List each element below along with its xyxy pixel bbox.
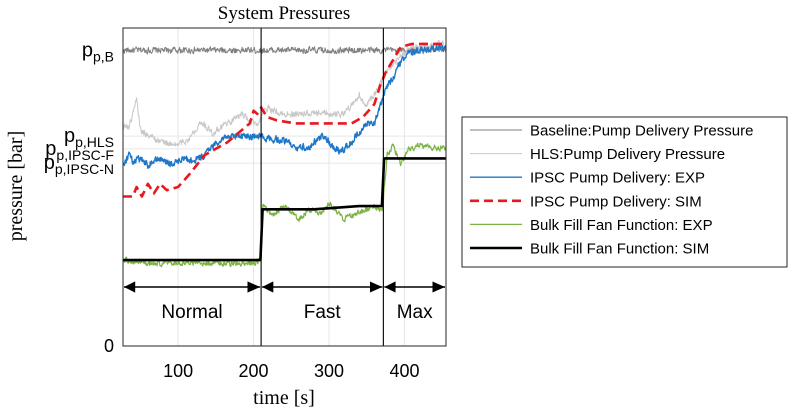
chart-title: System Pressures — [218, 3, 350, 24]
phase-label-max: Max — [397, 302, 433, 323]
y-tick-label-phls: pp,HLS — [64, 125, 114, 150]
y-tick-label-0: 0 — [104, 336, 114, 356]
series-line-0 — [123, 45, 446, 55]
x-tick-label-200: 200 — [239, 361, 269, 381]
legend: Baseline:Pump Delivery Pressure HLS:Pump … — [461, 116, 788, 268]
x-tick-labels: 100 200 300 400 — [163, 361, 419, 381]
legend-label-1: HLS:Pump Delivery Pressure — [530, 146, 725, 163]
x-tick-label-100: 100 — [163, 361, 193, 381]
y-tick-label-main: p — [44, 152, 55, 174]
x-tick-label-300: 300 — [314, 361, 344, 381]
phase-annotations: Normal Fast Max — [124, 28, 445, 346]
y-tick-label-sub: p,IPSC-F — [56, 147, 114, 163]
y-tick-label-sub: p,IPSC-N — [55, 161, 114, 177]
phase-label-fast: Fast — [304, 302, 342, 323]
plot-frame — [122, 27, 447, 347]
y-tick-label-pipscf: pp,IPSC-F — [45, 138, 114, 163]
legend-label-2: IPSC Pump Delivery: EXP — [530, 170, 705, 187]
y-axis-label: pressure [bar] — [5, 131, 27, 242]
phase-label-normal: Normal — [161, 302, 222, 323]
grid-layer — [123, 28, 446, 346]
series-line-2 — [123, 43, 446, 170]
y-tick-label-sub: p,B — [93, 48, 114, 64]
y-tick-label-main: p — [64, 125, 75, 147]
series-layer — [123, 39, 446, 268]
series-line-4 — [123, 142, 446, 268]
legend-items: Baseline:Pump Delivery Pressure HLS:Pump … — [470, 123, 753, 258]
series-line-5 — [123, 157, 446, 262]
legend-label-5: Bulk Fill Fan Function: SIM — [530, 241, 709, 258]
series-line-3 — [123, 42, 446, 198]
y-tick-label-pipscn: pp,IPSC-N — [44, 152, 114, 177]
legend-label-0: Baseline:Pump Delivery Pressure — [530, 123, 753, 140]
y-tick-label-main: p — [45, 138, 56, 160]
series-line-1 — [123, 39, 446, 147]
legend-label-3: IPSC Pump Delivery: SIM — [530, 193, 702, 210]
legend-label-4: Bulk Fill Fan Function: EXP — [530, 217, 713, 234]
y-tick-label-pb: pp,B — [82, 39, 114, 64]
x-axis-label: time [s] — [253, 387, 315, 409]
y-tick-label-sub: p,HLS — [75, 134, 114, 150]
x-tick-label-400: 400 — [389, 361, 419, 381]
y-tick-label-main: p — [82, 39, 93, 61]
legend-frame — [461, 116, 788, 268]
